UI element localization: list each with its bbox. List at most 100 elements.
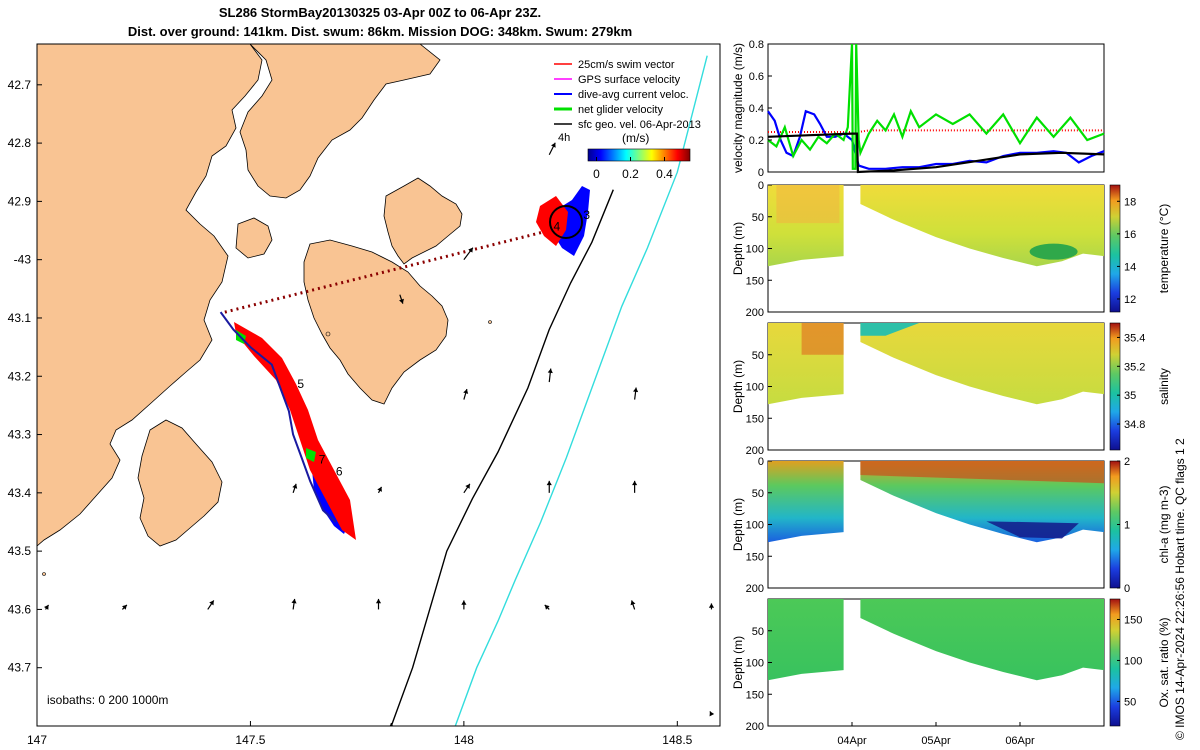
geo-vector-head xyxy=(461,600,467,605)
isobath-1000m xyxy=(454,55,708,726)
colorbar-unit-label: (m/s) xyxy=(622,131,649,145)
section-colorbar-tick-label: 16 xyxy=(1124,229,1136,241)
geo-vector-head xyxy=(468,247,473,253)
isobath-200m xyxy=(390,189,614,726)
geo-vector-head xyxy=(465,483,470,489)
islet xyxy=(325,331,331,337)
geo-vector-head xyxy=(463,389,469,394)
track-day-labels: 5 76 4 3 xyxy=(297,208,590,478)
velocity-series-line xyxy=(767,109,1105,170)
section-y-tick-label: 100 xyxy=(746,658,764,670)
section-colorbar-tick-label: 0 xyxy=(1124,583,1130,595)
section-y-tick-label: 50 xyxy=(752,488,764,500)
map-y-tick-label: 43.3 xyxy=(8,428,32,442)
geo-vector-head xyxy=(546,480,552,486)
islet xyxy=(488,320,492,324)
glider-track xyxy=(219,311,337,523)
section-ylabel: Depth (m) xyxy=(731,360,745,413)
velocity-series-line xyxy=(767,43,1105,170)
glider-transect xyxy=(224,229,550,314)
current-vector-cluster xyxy=(552,186,590,256)
time-x-axis: 04Apr 05Apr 06Apr xyxy=(837,722,1035,747)
section-panel: 0 50 100 150 200 Depth (m) 0 1 2 chl-a (mg m-3) xyxy=(731,456,1171,595)
geo-vector-head xyxy=(551,142,556,148)
section-panel: 50 100 150 200 Depth (m) 34.8 35 35.2 35.4 salini… xyxy=(731,322,1171,457)
saline-surface-patch xyxy=(801,323,844,355)
section-y-tick-label: 50 xyxy=(752,212,764,224)
velocity-series xyxy=(767,43,1105,174)
section-y-tick-label: 150 xyxy=(746,275,764,287)
land-forestier xyxy=(383,177,463,265)
geo-vector-head xyxy=(547,368,553,374)
geo-vector-head xyxy=(544,604,550,610)
section-colorbar-tick-label: 18 xyxy=(1124,196,1136,208)
isobath-legend-text: isobaths: 0 200 1000m xyxy=(47,693,168,707)
swim-vector-cluster xyxy=(234,322,356,540)
section-colorbar-tick-label: 35.2 xyxy=(1124,361,1145,373)
velocity-y-tick-label: 0.4 xyxy=(749,103,764,115)
geo-vector-head xyxy=(122,604,127,610)
time-x-tick-label: 06Apr xyxy=(1005,735,1035,747)
track-day-label: 3 xyxy=(583,208,590,222)
section-ylabel: Depth (m) xyxy=(731,222,745,275)
geo-vector-head xyxy=(633,387,639,393)
section-colorbar-tick-label: 12 xyxy=(1124,294,1136,306)
geo-vector-head xyxy=(708,603,715,608)
geo-vector-head xyxy=(389,723,394,726)
section-data-block-east xyxy=(860,461,1104,543)
velocity-series-line xyxy=(767,132,1105,174)
imos-credit: © IMOS 14-Apr-2024 22:26:56 Hobart time.… xyxy=(1173,438,1187,740)
map-y-tick-label: 43.7 xyxy=(8,661,32,675)
section-y-tick-label: 150 xyxy=(746,551,764,563)
section-y-tick-label: 100 xyxy=(746,244,764,256)
islet xyxy=(42,572,46,576)
section-colorbar-tick-label: 150 xyxy=(1124,614,1142,626)
section-y-tick-label: 200 xyxy=(746,445,764,457)
legend-label-geo: sfc geo. vel. 06-Apr-2013 xyxy=(578,119,701,131)
map-x-tick-label: 147 xyxy=(27,733,47,747)
section-y-tick-label: 200 xyxy=(746,307,764,319)
section-colorbar-tick-label: 1 xyxy=(1124,520,1130,532)
geo-vector-head xyxy=(375,598,382,604)
section-colorbar-tick-label: 50 xyxy=(1124,696,1136,708)
map-x-tick-label: 147.5 xyxy=(235,733,265,747)
chl-deep-low xyxy=(986,521,1079,539)
section-ylabel: Depth (m) xyxy=(731,498,745,551)
map-y-tick-label: 42.7 xyxy=(8,78,32,92)
map-x-tick-label: 148.5 xyxy=(662,733,692,747)
geo-vector-head xyxy=(44,604,49,610)
time-x-tick-label: 04Apr xyxy=(837,735,867,747)
section-colorbar-tick-label: 35.4 xyxy=(1124,332,1145,344)
velocity-y-tick-label: 0.2 xyxy=(749,135,764,147)
section-y-tick-label: 150 xyxy=(746,689,764,701)
track-day-label: 6 xyxy=(336,464,343,478)
colorbar-tick-label: 0.2 xyxy=(622,167,639,181)
section-colorbar-label: salinity xyxy=(1157,368,1171,405)
glider-map: 5 76 4 3 147 147.5 148 148.5 42.7 42.8 42.9 -43 43… xyxy=(8,43,721,747)
legend-label-swim: 25cm/s swim vector xyxy=(578,59,675,71)
warm-surface-patch xyxy=(776,185,840,224)
land-mainland xyxy=(37,44,263,547)
geo-vector-head xyxy=(209,600,214,606)
section-y-tick-label: 200 xyxy=(746,583,764,595)
map-y-axis: 42.7 42.8 42.9 -43 43.1 43.2 43.3 43.4 43.5 43.6 4… xyxy=(8,78,42,675)
colorbar-tick-label: 0.4 xyxy=(656,167,673,181)
velocity-y-tick-label: 0 xyxy=(758,167,764,179)
map-legend: 25cm/s swim vector GPS surface velocity … xyxy=(554,59,701,144)
colorbar-ticks: 0 0.2 0.4 xyxy=(593,157,673,181)
track-day-label: 7 xyxy=(319,453,326,467)
land-inner-island xyxy=(235,217,273,259)
geo-vector-head xyxy=(292,483,298,489)
colorbar-tick-label: 0 xyxy=(593,167,600,181)
colorbar-gradient xyxy=(587,148,691,162)
section-data-block-east xyxy=(860,323,1104,405)
section-data-block-east xyxy=(860,599,1104,681)
map-y-tick-label: 43.1 xyxy=(8,311,32,325)
section-colorbar xyxy=(1109,322,1121,451)
geo-vector-head xyxy=(291,598,297,604)
land-south-island xyxy=(137,419,223,547)
geo-vector-head xyxy=(632,480,638,486)
section-colorbar-tick-label: 100 xyxy=(1124,655,1142,667)
section-y-tick-label: 150 xyxy=(746,413,764,425)
